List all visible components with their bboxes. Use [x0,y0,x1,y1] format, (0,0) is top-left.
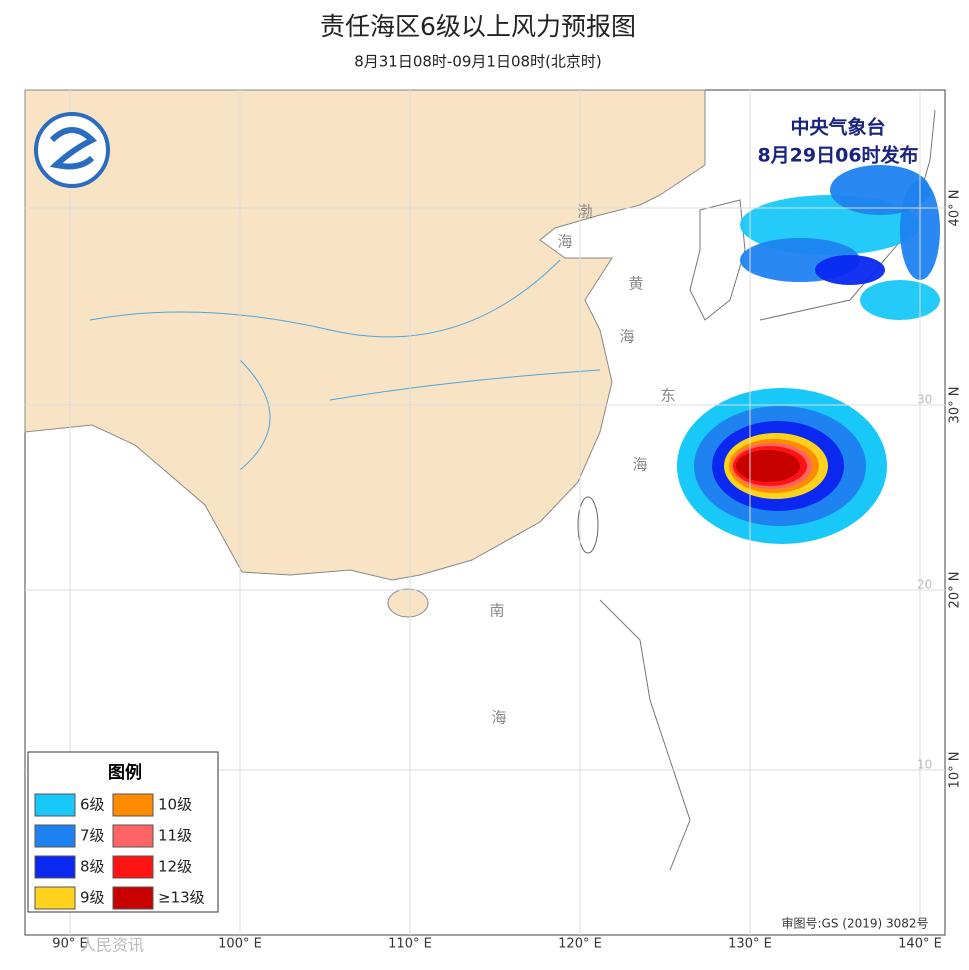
legend-swatch [34,824,76,848]
watermark: 人民资讯 [80,936,144,955]
wind-zone [815,255,885,285]
sea-label: 海 [619,328,634,346]
sea-label: 海 [557,233,572,251]
grid-label: 20 [917,578,932,592]
approval-number: 审图号:GS (2019) 3082号 [781,916,928,931]
lon-label: 130° E [728,937,772,952]
sea-label: 海 [491,709,506,727]
issuer-name: 中央气象台 [790,116,885,139]
lat-label: 20° N [948,572,963,609]
lat-label: 10° N [948,752,963,789]
title: 责任海区6级以上风力预报图 [320,12,636,41]
legend-label: 8级 [80,858,105,876]
lon-label: 110° E [388,937,432,952]
legend-swatch [112,886,154,910]
wind-zone [736,450,800,482]
lon-label: 90° E [52,937,87,952]
legend-title: 图例 [108,762,142,783]
hainan [387,588,429,618]
lat-label: 30° N [948,387,963,424]
sea-label: 黄 [628,275,643,293]
lon-label: 140° E [898,937,942,952]
legend-label: 6级 [80,796,105,814]
legend-swatch [34,855,76,879]
legend-label: ≥13级 [158,889,205,907]
legend-swatch [112,855,154,879]
sea-label: 东 [660,387,675,405]
legend-label: 11级 [158,827,192,845]
lat-label: 40° N [948,190,963,227]
philippines-coast [599,599,691,871]
legend-swatch [34,886,76,910]
legend-swatch [34,793,76,817]
grid-label: 30 [917,393,932,407]
lon-label: 100° E [218,937,262,952]
wind-zone [860,280,940,320]
legend-swatch [112,824,154,848]
issue-time: 8月29日06时发布 [757,144,918,167]
legend-label: 12级 [158,858,192,876]
graticule: 90° E 100° E 110° E 120° E 130° E 140° E 40° N… [25,90,963,952]
legend-label: 7级 [80,827,105,845]
lon-label: 120° E [558,937,602,952]
map-area [24,89,936,871]
grid-label: 10 [917,758,932,772]
rivers [89,259,601,471]
sea-label: 渤 [577,203,592,221]
legend-label: 9级 [80,889,105,907]
taiwan [577,496,599,554]
logo-mark [49,127,98,170]
sea-label: 海 [632,456,647,474]
legend-label: 10级 [158,796,192,814]
legend-swatch [112,793,154,817]
subtitle: 8月31日08时-09月1日08时(北京时) [354,53,602,71]
sea-label: 南 [489,602,504,620]
legend: 6级 7级 8级 9级 10级 11级 12级 ≥13级 [34,793,205,910]
